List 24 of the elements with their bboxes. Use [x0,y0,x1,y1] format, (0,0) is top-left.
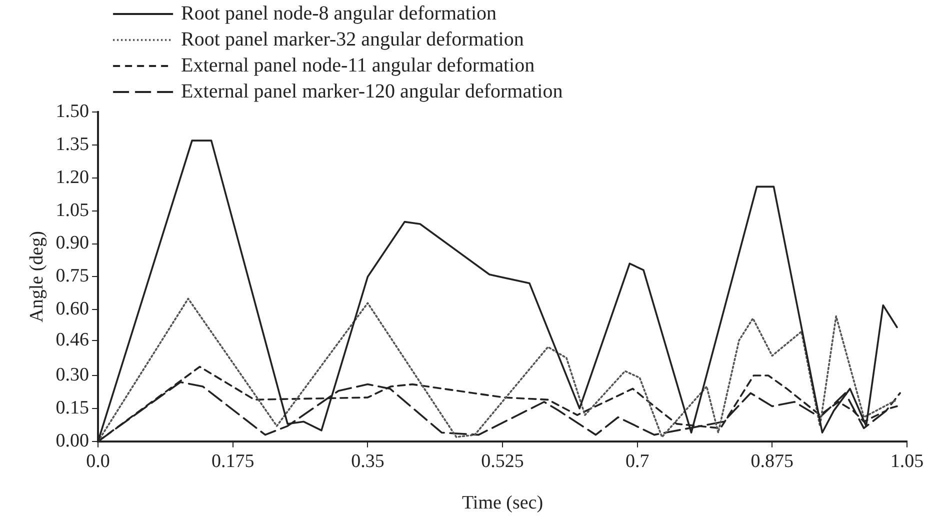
x-tick-label: 0.175 [212,450,254,472]
y-tick-label: 0.15 [56,397,90,418]
y-axis-title: Angle (deg) [26,231,48,322]
y-tick-label: 1.50 [56,100,90,122]
legend-label: Root panel marker-32 angular deformation [181,28,524,50]
x-tick-label: 0.0 [86,450,110,472]
legend-label: Root panel node-8 angular deformation [181,2,497,24]
x-tick-label: 0.525 [481,450,524,472]
y-tick-label: 0.00 [56,430,90,452]
y-tick-label: 0.75 [56,266,90,287]
y-tick-label: 0.90 [56,232,90,254]
x-tick-label: 0.875 [750,450,794,472]
y-tick-label: 1.35 [56,134,90,155]
x-tick-label: 1.05 [890,450,924,472]
y-tick-label: 0.46 [56,329,90,350]
y-tick-label: 0.30 [56,364,90,386]
legend-label: External panel node-11 angular deformation [181,54,535,76]
legend-label: External panel marker-120 angular deformation [181,80,563,102]
y-tick-label: 1.20 [56,166,90,188]
x-tick-label: 0.7 [625,450,650,472]
y-tick-label: 1.05 [56,200,90,221]
y-tick-label: 0.60 [56,298,90,320]
x-axis-title: Time (sec) [462,492,544,514]
x-tick-label: 0.35 [351,450,384,472]
